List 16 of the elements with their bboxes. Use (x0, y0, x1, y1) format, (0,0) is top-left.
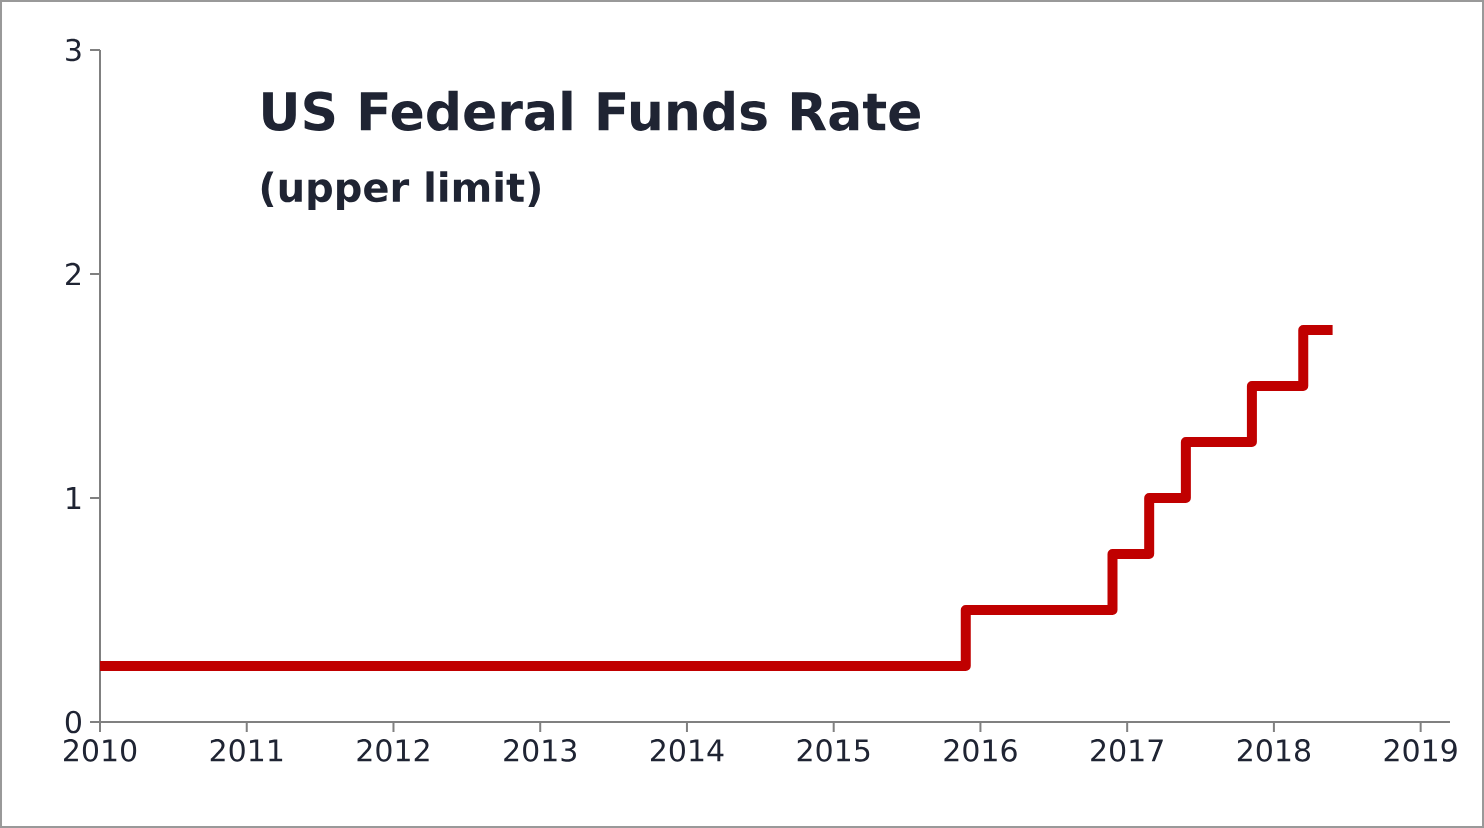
x-tick-label: 2016 (944, 739, 1017, 762)
text: (upper limit) (261, 171, 540, 211)
text: US Federal Funds Rate (263, 90, 920, 131)
x-tick-label: 2014 (650, 739, 724, 762)
x-tick-label: 2011 (210, 739, 283, 762)
y-tick-label: 0 (65, 710, 81, 734)
y-tick-label: 1 (67, 487, 81, 509)
x-tick-label: 2010 (64, 739, 137, 762)
x-tick-label: 2015 (797, 739, 870, 762)
y-tick-label: 2 (66, 262, 80, 286)
x-tick-label: 2019 (1384, 739, 1457, 762)
x-tick-label: 2013 (504, 739, 576, 762)
x-tick-label: 2018 (1237, 739, 1311, 762)
y-tick-label: 3 (66, 38, 81, 62)
x-tick-label: 2012 (357, 739, 429, 762)
x-tick-label: 2017 (1091, 739, 1163, 762)
